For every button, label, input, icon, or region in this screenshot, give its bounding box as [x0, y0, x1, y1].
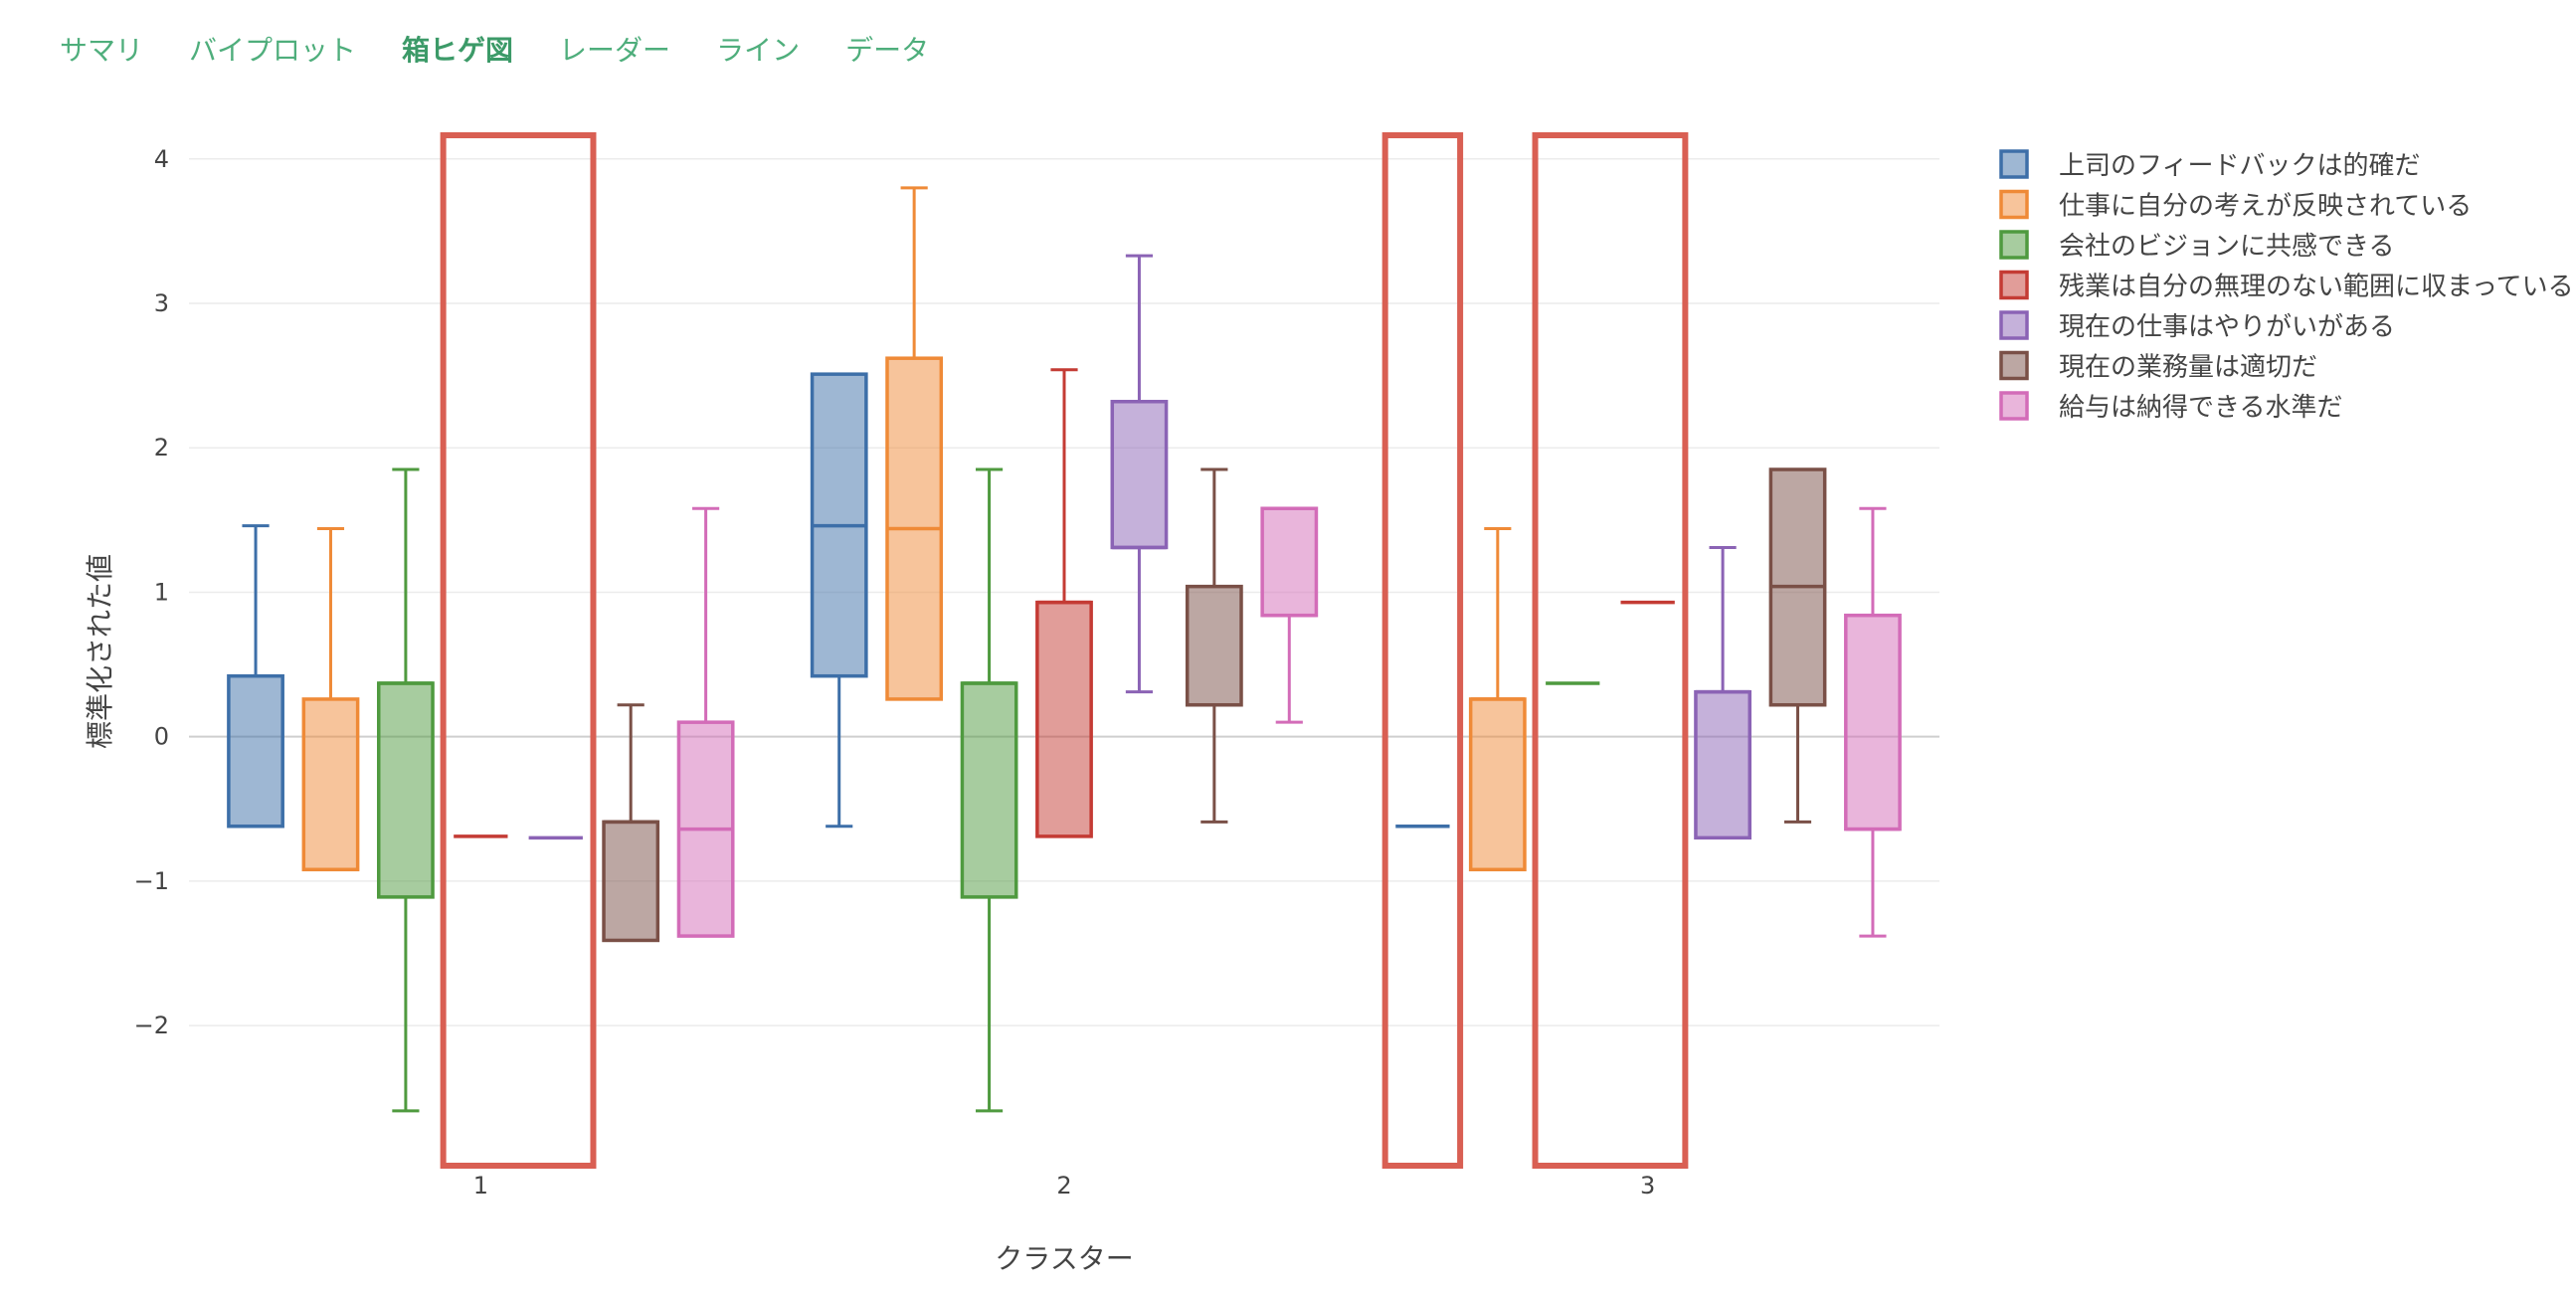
- box-body: [1468, 697, 1527, 872]
- legend-swatch: [1999, 230, 2029, 260]
- legend-swatch: [1999, 391, 2029, 421]
- box-mark: [1185, 467, 1243, 824]
- box-body: [301, 697, 360, 872]
- tab-summary[interactable]: サマリ: [60, 34, 144, 67]
- legend-swatch: [1999, 189, 2029, 220]
- legend-label: 現在の仕事はやりがいがある: [2059, 312, 2395, 342]
- box-body: [1694, 689, 1751, 840]
- box-mark: [810, 372, 868, 829]
- box-mark: [1768, 467, 1827, 824]
- legend-label: 現在の業務量は適切だ: [2059, 353, 2317, 383]
- tab-bar: サマリ バイプロット 箱ヒゲ図 レーダー ライン データ: [60, 26, 975, 76]
- tab-line[interactable]: ライン: [716, 34, 801, 67]
- box-mark: [301, 527, 360, 872]
- legend-label: 残業は自分の無理のない範囲に収まっている: [2059, 273, 2574, 302]
- box-body: [960, 681, 1018, 899]
- y-tick-label: −1: [134, 867, 169, 895]
- highlight-box: [1381, 132, 1464, 1169]
- x-tick-label: 1: [473, 1172, 488, 1200]
- box-mark: [1694, 545, 1751, 840]
- legend-swatch: [1999, 149, 2029, 179]
- box-body: [1844, 613, 1902, 831]
- tab-data[interactable]: データ: [845, 34, 930, 67]
- legend-label: 会社のビジョンに共感できる: [2059, 232, 2394, 262]
- legend-label: 給与は納得できる水準だ: [2059, 393, 2342, 423]
- highlight-box: [1532, 132, 1689, 1169]
- box-mark: [1035, 368, 1093, 838]
- y-axis-title: 標準化された値: [84, 554, 116, 749]
- highlight-box: [440, 132, 597, 1169]
- box-body: [1260, 506, 1319, 618]
- x-tick-label: 2: [1056, 1172, 1071, 1200]
- y-tick-label: 1: [154, 578, 169, 606]
- y-tick-label: 4: [154, 145, 169, 173]
- y-tick-label: 2: [154, 434, 169, 462]
- box-mark: [377, 467, 435, 1113]
- tab-biplot[interactable]: バイプロット: [189, 34, 357, 67]
- y-tick-label: 3: [154, 289, 169, 317]
- box-body: [1185, 584, 1243, 707]
- y-tick-label: 0: [154, 723, 169, 751]
- tab-radar[interactable]: レーダー: [559, 34, 671, 67]
- box-mark: [1260, 506, 1319, 724]
- legend-swatch: [1999, 350, 2029, 381]
- legend-swatch: [1999, 270, 2029, 300]
- box-mark: [960, 467, 1018, 1113]
- box-mark: [1468, 527, 1527, 872]
- x-tick-label: 3: [1640, 1172, 1655, 1200]
- box-mark: [227, 524, 284, 829]
- box-mark: [1844, 506, 1902, 938]
- box-mark: [885, 186, 944, 701]
- box-body: [227, 673, 284, 829]
- box-mark: [676, 506, 735, 938]
- box-mark: [602, 703, 660, 943]
- box-body: [1035, 600, 1093, 838]
- box-body: [602, 820, 660, 943]
- box-mark: [1110, 254, 1169, 694]
- box-body: [377, 681, 435, 899]
- y-tick-label: −2: [134, 1012, 169, 1039]
- tab-boxplot[interactable]: 箱ヒゲ図: [402, 34, 514, 67]
- legend-label: 上司のフィードバックは的確だ: [2059, 151, 2420, 181]
- x-axis-title: クラスター: [995, 1242, 1133, 1275]
- box-body: [1110, 400, 1169, 550]
- legend-label: 仕事に自分の考えが反映されている: [2059, 192, 2472, 222]
- legend-swatch: [1999, 310, 2029, 340]
